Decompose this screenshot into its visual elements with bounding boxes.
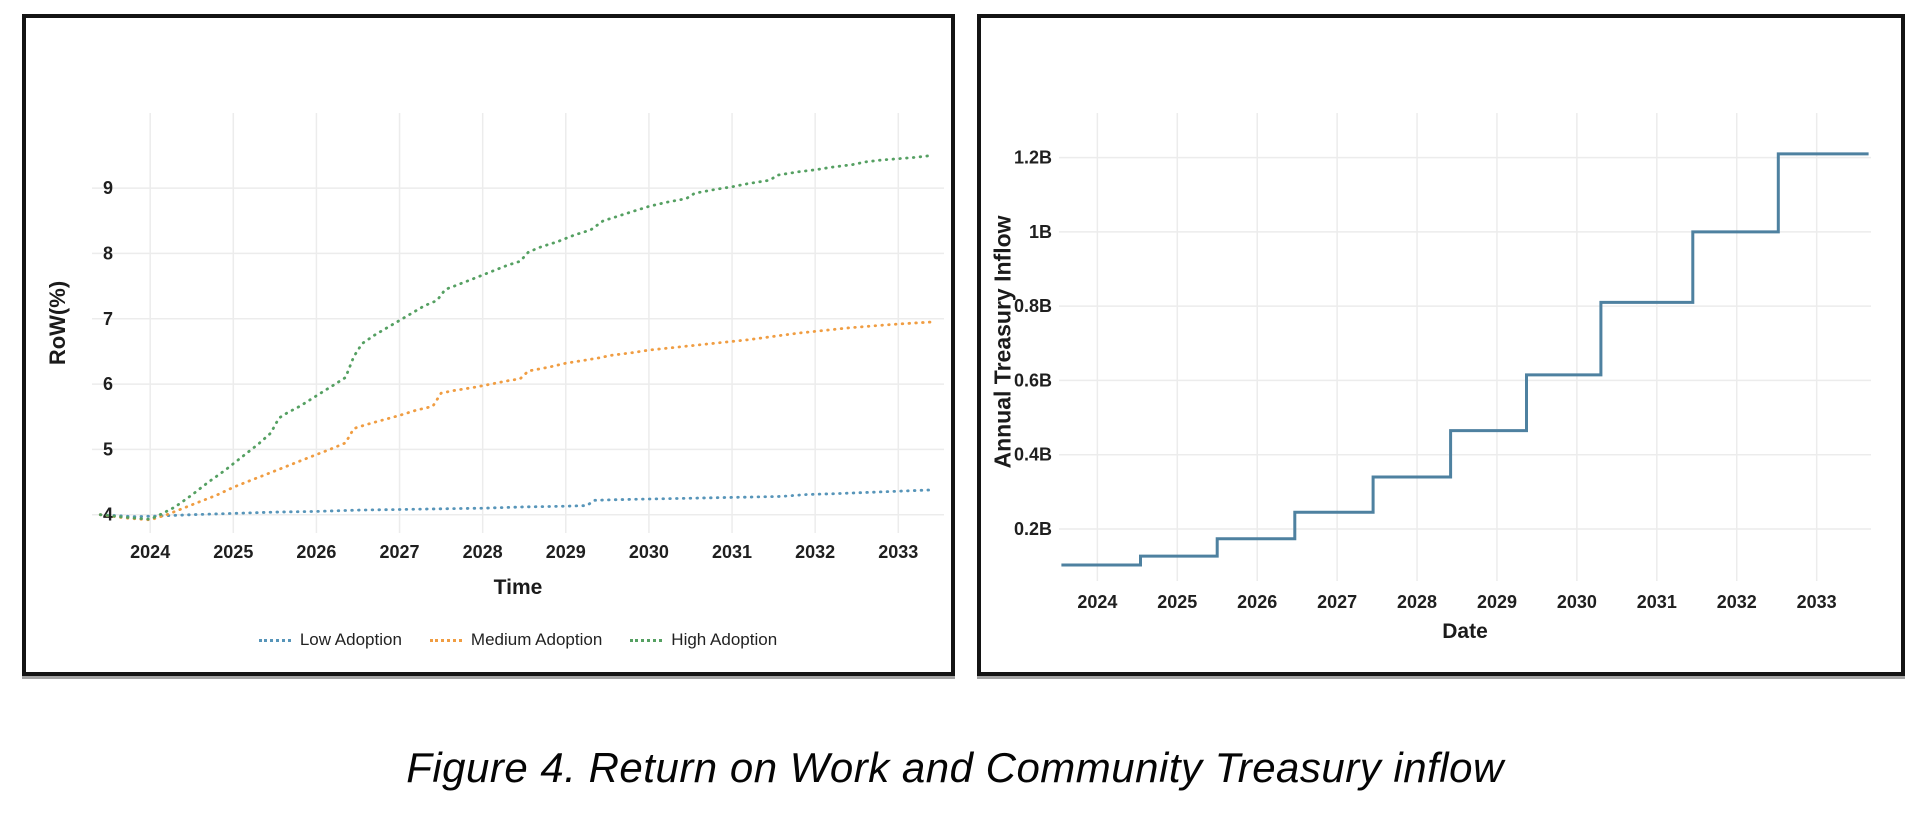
svg-text:7: 7 [103,309,113,329]
svg-text:6: 6 [103,374,113,394]
svg-text:9: 9 [103,178,113,198]
svg-text:0.4B: 0.4B [1014,445,1052,465]
treasury-chart-y-axis-label: Annual Treasury Inflow [989,215,1016,469]
legend-item-high-adoption: High Adoption [630,630,777,650]
svg-text:2030: 2030 [629,542,669,562]
svg-text:0.6B: 0.6B [1014,370,1052,390]
svg-text:2030: 2030 [1557,592,1597,612]
svg-text:2033: 2033 [1797,592,1837,612]
legend-label: Low Adoption [299,630,402,649]
svg-text:2029: 2029 [546,542,586,562]
svg-text:2026: 2026 [296,542,336,562]
row-chart-x-axis-label: Time [493,576,543,599]
dotted-line-icon [258,638,291,642]
svg-text:2029: 2029 [1477,592,1517,612]
legend-item-low-adoption: Low Adoption [258,630,402,650]
svg-text:2033: 2033 [878,542,918,562]
svg-text:2025: 2025 [1157,592,1197,612]
row-chart-panel: 2024 2025 2026 2027 2028 2029 2030 2031 2032 2033… [22,14,955,676]
svg-text:2031: 2031 [712,542,752,562]
legend-label: Medium Adoption [470,630,603,649]
svg-text:2028: 2028 [463,542,503,562]
dotted-line-icon [429,638,462,642]
svg-text:2024: 2024 [130,542,170,562]
figure-caption: Figure 4. Return on Work and Community T… [406,744,1504,791]
svg-text:2026: 2026 [1237,592,1277,612]
svg-text:2025: 2025 [213,542,253,562]
svg-text:2032: 2032 [795,542,835,562]
adoption-legend: Low Adoption Medium Adoption High Adopti… [92,630,944,650]
treasury-chart-x-axis-label: Date [1442,620,1488,643]
svg-text:0.8B: 0.8B [1014,296,1052,316]
row-chart-y-axis-label: RoW(%) [45,280,70,366]
svg-text:2032: 2032 [1717,592,1757,612]
svg-text:0.2B: 0.2B [1014,519,1052,539]
dotted-line-icon [630,638,663,642]
svg-text:5: 5 [103,439,113,459]
svg-text:2028: 2028 [1397,592,1437,612]
svg-text:2024: 2024 [1077,592,1117,612]
legend-label: High Adoption [671,630,778,649]
treasury-chart-canvas: 2024 2025 2026 2027 2028 2029 2030 2031 2032 2033… [1014,113,1871,612]
treasury-chart-panel: 2024 2025 2026 2027 2028 2029 2030 2031 2032 2033… [977,14,1905,676]
svg-text:8: 8 [103,243,113,263]
svg-text:2031: 2031 [1637,592,1677,612]
row-chart-canvas: 2024 2025 2026 2027 2028 2029 2030 2031 2032 2033… [92,113,944,562]
svg-text:2027: 2027 [380,542,420,562]
svg-text:1B: 1B [1029,222,1052,242]
svg-text:2027: 2027 [1317,592,1357,612]
legend-item-medium-adoption: Medium Adoption [429,630,603,650]
svg-text:1.2B: 1.2B [1014,148,1052,168]
